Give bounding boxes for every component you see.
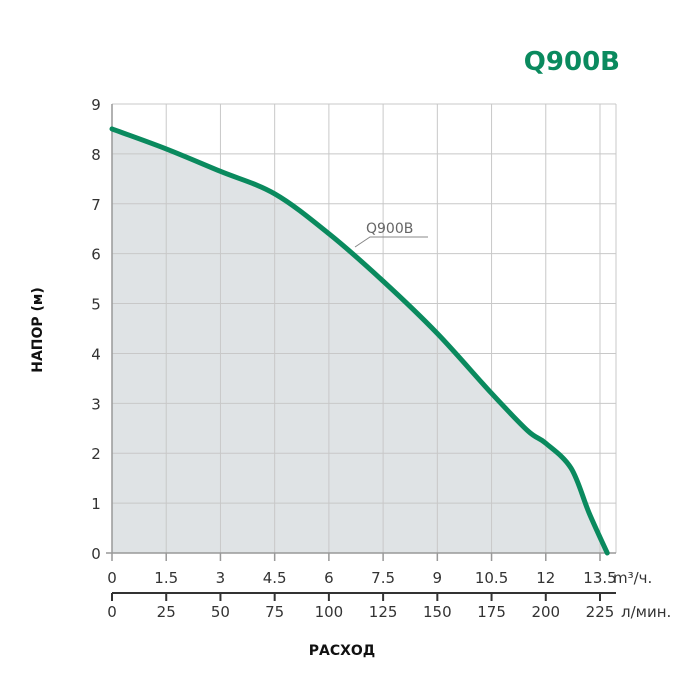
area-fill <box>112 128 608 553</box>
y-tick-label: 4 <box>91 345 101 363</box>
x-tick-label: 12 <box>536 569 555 587</box>
y-tick-label: 1 <box>91 495 101 513</box>
x2-tick-label: 225 <box>586 603 615 621</box>
y-tick-label: 9 <box>91 96 101 114</box>
x2-unit-label: л/мин. <box>621 603 671 621</box>
y-tick-label: 7 <box>91 196 101 214</box>
y-tick-label: 6 <box>91 246 101 264</box>
x2-tick-label: 150 <box>423 603 452 621</box>
x2-tick-label: 75 <box>265 603 284 621</box>
x-tick-label: 13.5 <box>583 569 616 587</box>
x-tick-label: 3 <box>216 569 226 587</box>
x-tick-label: 10.5 <box>475 569 508 587</box>
y-tick-label: 2 <box>91 445 101 463</box>
series-label: Q900B <box>366 221 413 237</box>
x-tick-label: 9 <box>433 569 443 587</box>
x2-tick-label: 175 <box>477 603 506 621</box>
x2-tick-label: 100 <box>315 603 344 621</box>
y-tick-label: 0 <box>91 545 101 563</box>
x2-tick-label: 200 <box>531 603 560 621</box>
x-tick-label: 0 <box>107 569 117 587</box>
x-tick-label: 7.5 <box>371 569 395 587</box>
x-axis-label: РАСХОД <box>309 643 376 659</box>
x2-tick-label: 125 <box>369 603 398 621</box>
x-tick-label: 4.5 <box>263 569 287 587</box>
series-line <box>109 126 610 556</box>
x-tick-label: 1.5 <box>154 569 178 587</box>
y-tick-label: 8 <box>91 146 101 164</box>
y-tick-label: 3 <box>91 395 101 413</box>
x2-tick-label: 0 <box>107 603 117 621</box>
x-tick-label: 6 <box>324 569 334 587</box>
chart-title: Q900B <box>524 47 620 77</box>
x2-tick-label: 25 <box>157 603 176 621</box>
x-unit-label: m³/ч. <box>613 569 652 587</box>
series-label-leader <box>354 236 428 248</box>
y-tick-label: 5 <box>91 296 101 314</box>
y-axis-label: НАПОР (м) <box>30 287 46 373</box>
x2-tick-label: 50 <box>211 603 230 621</box>
